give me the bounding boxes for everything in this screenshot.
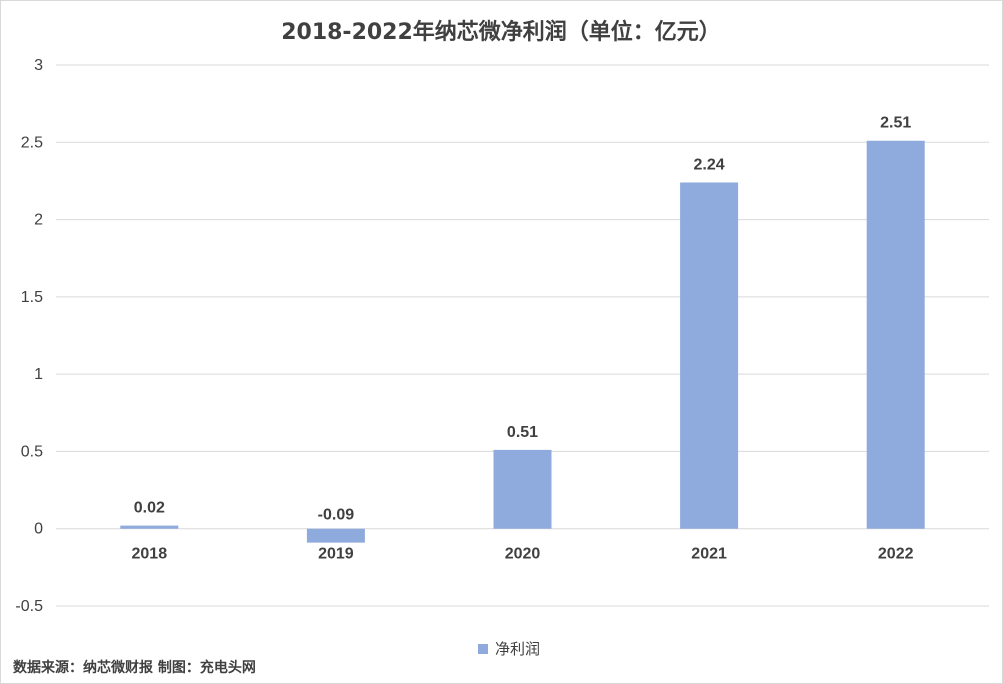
data-label: 2.24 (694, 156, 725, 173)
y-tick-label: -0.5 (15, 598, 43, 615)
bars (120, 140, 925, 543)
x-axis-categories: 2018 2019 2020 2021 2022 (132, 546, 914, 563)
bar-2018 (120, 525, 179, 529)
data-label: 2.51 (880, 115, 911, 132)
data-label: 0.51 (507, 424, 538, 441)
y-tick-label: 2 (34, 212, 43, 229)
data-label: -0.09 (318, 507, 355, 524)
bar-2020 (493, 449, 552, 529)
y-tick-label: 0 (34, 521, 43, 538)
y-axis-ticks: 3 2.5 2 1.5 1 0.5 0 -0.5 (15, 57, 43, 615)
legend: 净利润 (478, 640, 540, 658)
y-tick-label: 3 (34, 57, 43, 74)
bar-2021 (680, 182, 739, 529)
bar-2022 (866, 140, 925, 529)
x-category-label: 2021 (691, 546, 727, 563)
x-category-label: 2022 (878, 546, 914, 563)
source-note: 数据来源：纳芯微财报 制图：充电头网 (13, 659, 256, 676)
legend-label: 净利润 (495, 640, 540, 658)
x-category-label: 2019 (318, 546, 354, 563)
y-tick-label: 0.5 (21, 443, 43, 460)
y-tick-label: 1 (34, 366, 43, 383)
data-labels: 0.02 -0.09 0.51 2.24 2.51 (134, 115, 912, 524)
chart-title: 2018-2022年纳芯微净利润（单位：亿元） (281, 19, 721, 45)
y-tick-label: 1.5 (21, 289, 43, 306)
data-label: 0.02 (134, 500, 165, 517)
x-category-label: 2018 (132, 546, 168, 563)
x-category-label: 2020 (505, 546, 541, 563)
bar-2019 (306, 528, 365, 543)
y-tick-label: 2.5 (21, 134, 43, 151)
legend-swatch (478, 644, 488, 654)
